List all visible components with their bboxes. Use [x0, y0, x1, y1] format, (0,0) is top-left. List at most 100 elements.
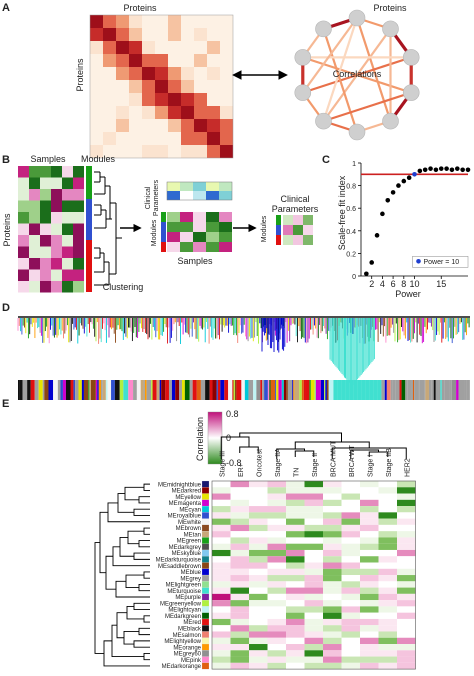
- heat-cell: [18, 223, 29, 235]
- e-heat-cell: [341, 481, 360, 488]
- matrix-cell: [194, 145, 207, 158]
- matrix-cell: [90, 41, 103, 54]
- e-heat-cell: [323, 656, 342, 663]
- d-color-segment: [325, 380, 327, 400]
- c-ytick-label: 0.6: [346, 206, 356, 213]
- e-heat-cell: [267, 512, 286, 519]
- d-color-segment: [70, 380, 74, 400]
- module-cell: [193, 222, 206, 232]
- e-heat-cell: [267, 612, 286, 619]
- d-color-segment: [425, 380, 429, 400]
- module-segment: [86, 199, 92, 240]
- d-color-segment: [144, 380, 147, 400]
- d-color-segment: [97, 380, 99, 400]
- d-color-segment: [289, 380, 293, 400]
- e-heat-cell: [341, 531, 360, 538]
- e-heat-cell: [323, 518, 342, 525]
- e-heat-cell: [286, 537, 305, 544]
- heat-cell: [29, 269, 40, 281]
- heat-cell: [18, 258, 29, 270]
- matrix-cell: [116, 67, 129, 80]
- d-color-segment: [341, 380, 346, 400]
- e-column-label: Stage II: [312, 453, 319, 477]
- heat-cell: [62, 166, 73, 178]
- e-heat-cell: [323, 662, 342, 670]
- e-heat-cell: [360, 481, 379, 488]
- clustering-dendrogram: [94, 171, 122, 286]
- e-heat-cell: [249, 531, 268, 538]
- d-color-segment: [18, 380, 20, 400]
- heat-cell: [73, 212, 84, 224]
- heat-cell: [18, 212, 29, 224]
- e-heat-cell: [267, 568, 286, 576]
- e-heat-cell: [360, 518, 379, 525]
- e-row-label: MEsalmon: [173, 633, 201, 639]
- e-heat-cell: [378, 493, 397, 500]
- e-heat-cell: [212, 518, 231, 525]
- d-color-segment: [451, 380, 457, 400]
- e-heat-cell: [323, 543, 342, 550]
- modules-label: Modules: [81, 154, 116, 164]
- matrix-cell: [194, 106, 207, 119]
- module-cell: [193, 232, 206, 242]
- d-color-segment: [114, 380, 120, 400]
- clinical-cell: [206, 191, 219, 200]
- e-heat-cell: [341, 606, 360, 613]
- matrix-cell: [142, 41, 155, 54]
- e-heat-cell: [304, 587, 323, 594]
- e-heat-cell: [304, 644, 323, 651]
- e-heat-cell: [267, 631, 286, 638]
- e-row-label: MEred: [183, 620, 201, 626]
- e-heat-cell: [323, 562, 342, 569]
- e-row-label: MEdarkturquoise: [156, 558, 202, 564]
- e-column-label: Stage III: [219, 451, 226, 477]
- d-color-segment: [267, 380, 270, 400]
- module-cell: [206, 232, 219, 242]
- e-heat-cell: [230, 506, 249, 513]
- e-heat-cell: [212, 556, 231, 563]
- e-heat-cell: [230, 562, 249, 569]
- e-heat-cell: [360, 618, 379, 626]
- matrix-cell: [155, 93, 168, 106]
- e-heat-cell: [323, 631, 342, 638]
- e-row-swatch: [201, 631, 210, 638]
- c-ytick-label: 0.2: [346, 251, 356, 258]
- e-heat-cell: [341, 650, 360, 657]
- d-color-segment: [196, 380, 201, 400]
- clinical-cell: [193, 182, 206, 191]
- e-heat-cell: [360, 524, 379, 532]
- e-heat-cell: [249, 631, 268, 638]
- d-color-segment: [264, 380, 268, 400]
- e-heat-cell: [378, 524, 397, 532]
- e-heat-cell: [341, 644, 360, 651]
- matrix-cell: [116, 119, 129, 132]
- e-heat-cell: [397, 537, 416, 544]
- d-color-segment: [89, 380, 91, 400]
- e-row-swatch: [201, 499, 210, 507]
- e-heat-cell: [286, 568, 305, 576]
- d-color-segment: [216, 380, 218, 400]
- heat-cell: [62, 223, 73, 235]
- e-heat-cell: [360, 662, 379, 670]
- heat-cell: [18, 200, 29, 212]
- clinical-matrix: [166, 181, 233, 201]
- e-heat-cell: [230, 662, 249, 670]
- d-color-segment: [305, 380, 310, 400]
- matrix-cell: [168, 119, 181, 132]
- network-node: [315, 112, 332, 130]
- matrix-cell: [168, 106, 181, 119]
- clinical-cell: [206, 182, 219, 191]
- module-cell: [193, 212, 206, 222]
- heat-cell: [73, 246, 84, 258]
- d-color-segment: [377, 380, 382, 400]
- e-heat-cell: [230, 618, 249, 626]
- matrix-cell: [155, 54, 168, 67]
- matrix-cell: [181, 80, 194, 93]
- e-heat-cell: [323, 481, 342, 488]
- d-color-segment: [44, 380, 49, 400]
- matrix-cell: [142, 67, 155, 80]
- e-row-swatch: [201, 518, 210, 525]
- e-heat-cell: [378, 662, 397, 670]
- heat-cell: [29, 258, 40, 270]
- e-heat-cell: [230, 600, 249, 607]
